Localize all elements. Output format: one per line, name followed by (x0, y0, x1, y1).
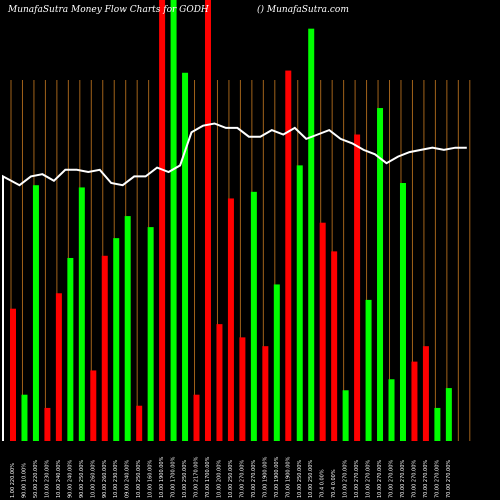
x-tick-label: 70.4 0.00% (331, 469, 337, 498)
x-tick-label: 10.00 1900.00% (159, 456, 165, 498)
x-tick-label: 70.00 1900.00% (274, 456, 280, 498)
x-tick-label: 10.00 270.00% (343, 460, 349, 498)
flow-bar-up (250, 191, 257, 441)
flow-bar-up (273, 284, 280, 441)
chart-title: MunafaSutra Money Flow Charts for GODH (8, 5, 209, 15)
flow-bar-up (78, 187, 85, 441)
flow-bar-down (285, 70, 292, 441)
x-tick-label: 10.00 200.00% (216, 460, 222, 498)
flow-bar-down (331, 251, 338, 441)
x-tick-label: 70.00 1900.00% (262, 456, 268, 498)
x-tick-label: 90.00 260.00% (102, 460, 108, 498)
x-tick-label: 10.00 250.00% (136, 460, 142, 498)
x-tick-label: 70.00 270.00% (423, 460, 429, 498)
x-axis-tick-labels: 1.00 220.00% 90.00 10.00% 50.00 220.00% 10.… (10, 456, 452, 498)
flow-bar-up (170, 0, 177, 441)
flow-bar-down (193, 394, 200, 441)
x-tick-label: 70.00 270.00% (446, 460, 452, 498)
x-tick-label: 10.00 240.00% (56, 460, 62, 498)
x-tick-label: 70.00 270.00% (400, 460, 406, 498)
x-tick-label: 90.00 250.00% (79, 460, 85, 498)
flow-bar-up (388, 379, 395, 441)
x-tick-label: 70.00 270.00% (239, 460, 245, 498)
x-tick-label: 10.00 250.00% (182, 460, 188, 498)
flow-bar-up (399, 183, 406, 441)
flow-bar-down (227, 198, 234, 441)
x-tick-label: 1.00 220.00% (10, 463, 16, 498)
x-tick-label: 10.00 260.00% (90, 460, 96, 498)
flow-bar-down (10, 308, 16, 441)
x-tick-label: 09.00 240.00% (125, 460, 131, 498)
flow-bar-up (308, 28, 315, 441)
flow-bar-down (216, 324, 223, 441)
site-credit: () MunafaSutra.com (257, 5, 349, 15)
x-tick-label: 70.00 1700.00% (205, 456, 211, 498)
x-tick-label: 10.00 250.00% (308, 460, 314, 498)
x-tick-label: 70.00 270.00% (411, 460, 417, 498)
flow-bar-down (262, 346, 269, 441)
x-tick-label: 70.00 1900.00% (285, 456, 291, 498)
x-tick-label: 90.00 10.00% (21, 463, 27, 498)
flow-bar-down (44, 407, 51, 441)
flow-bar-up (113, 238, 120, 441)
x-tick-label: 70.00 270.00% (434, 460, 440, 498)
x-tick-label: 10.00 270.00% (354, 460, 360, 498)
flow-bar-down (239, 337, 246, 441)
x-tick-label: 10.00 230.00% (44, 460, 50, 498)
x-tick-label: 10.00 270.00% (366, 460, 372, 498)
x-tick-label: 90.00 240.00% (67, 460, 73, 498)
x-tick-label: 10.00 250.00% (297, 460, 303, 498)
flow-bar-down (55, 293, 62, 441)
flow-bar-up (377, 108, 384, 442)
flow-bar-up (21, 394, 28, 441)
flow-bar-up (342, 390, 349, 441)
flow-bar-up (296, 165, 303, 441)
flow-bar-down (204, 0, 211, 441)
x-tick-label: 70.00 2170.00% (194, 456, 200, 498)
flow-bar-up (147, 227, 154, 441)
flow-bar-up (365, 299, 372, 441)
flow-bar-up (182, 72, 189, 441)
flow-bar-down (90, 370, 97, 441)
flow-bar-down (354, 134, 361, 441)
x-tick-label: 70.4 0.00% (320, 469, 326, 498)
money-flow-bars (10, 0, 452, 442)
x-tick-label: 70.00 1700.00% (171, 456, 177, 498)
flow-bar-down (136, 405, 143, 441)
flow-bar-down (411, 361, 418, 441)
flow-bar-up (67, 257, 74, 441)
x-tick-label: 10.00 160.00% (148, 460, 154, 498)
x-tick-label: 70.00 270.00% (251, 460, 257, 498)
x-tick-label: 50.00 220.00% (33, 460, 39, 498)
flow-bar-down (159, 0, 166, 441)
money-flow-line (2, 122, 467, 441)
x-tick-label: 70.00 270.00% (389, 460, 395, 498)
flow-bar-up (32, 185, 39, 441)
flow-bar-up (434, 407, 441, 441)
x-tick-label: 10.00 270.00% (377, 460, 383, 498)
x-tick-label: 10.00 250.00% (228, 460, 234, 498)
flow-bar-down (319, 222, 326, 441)
flow-bar-down (101, 255, 108, 441)
money-flow-line-group (2, 122, 467, 441)
flow-bar-up (124, 216, 131, 441)
flow-bar-up (445, 388, 452, 441)
flow-bar-down (422, 346, 429, 441)
x-tick-label: 10.00 230.00% (113, 460, 119, 498)
